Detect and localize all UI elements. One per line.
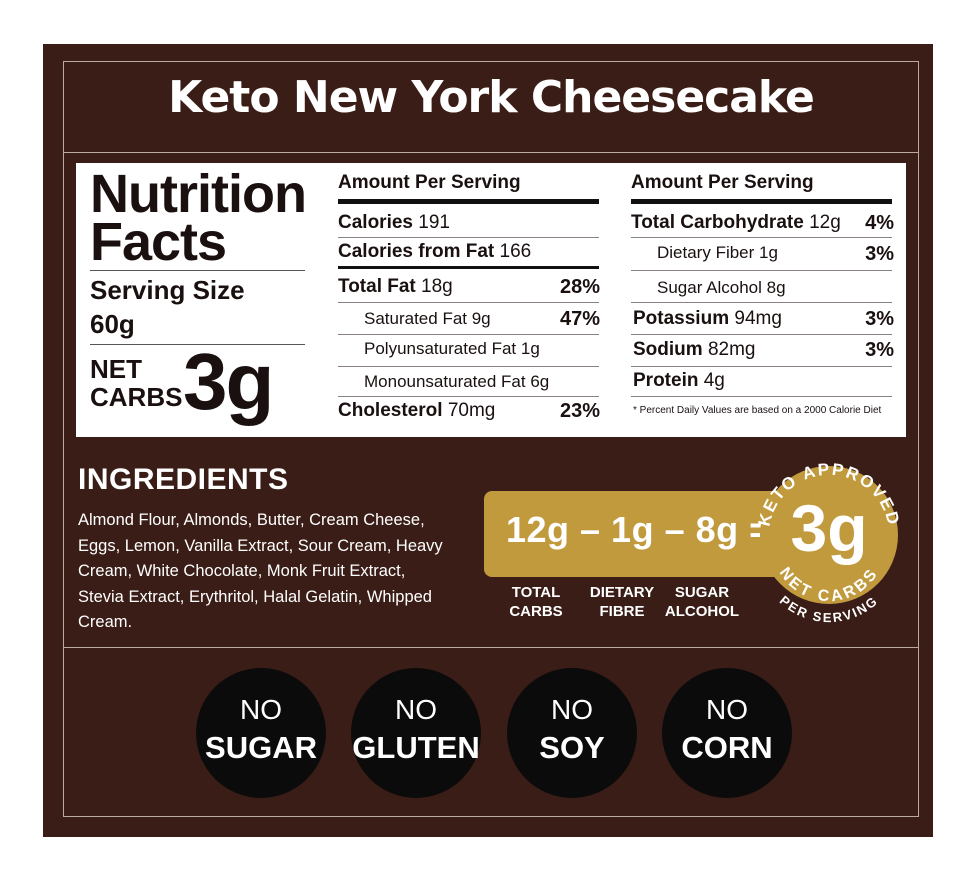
- sodium-pct: 3%: [865, 339, 894, 361]
- total-carbohydrate-row: Total Carbohydrate 12g: [631, 212, 841, 233]
- total-fat-pct: 28%: [559, 276, 600, 298]
- col2-header: Amount Per Serving: [631, 172, 814, 193]
- carb-equation-bar: [484, 491, 784, 577]
- total-carbohydrate-pct: 4%: [865, 212, 894, 234]
- label-frame: [63, 61, 919, 817]
- no-gluten-badge: NO GLUTEN: [351, 668, 481, 798]
- cholesterol-row: Cholesterol 70mg: [338, 400, 496, 421]
- carb-equation: 12g – 1g – 8g =: [506, 509, 771, 550]
- dietary-fiber-pct: 3%: [865, 243, 894, 265]
- total-fat-row: Total Fat 18g: [338, 276, 453, 297]
- saturated-fat-row: Saturated Fat 9g: [364, 309, 491, 328]
- keto-approved-badge: [760, 466, 898, 604]
- no-sugar-badge: NO SUGAR: [196, 668, 326, 798]
- title-divider: [63, 152, 919, 153]
- daily-value-footnote: * Percent Daily Values are based on a 20…: [633, 405, 882, 416]
- dietary-fiber-row: Dietary Fiber 1g: [657, 243, 778, 262]
- product-title: Keto New York Cheesecake: [168, 72, 815, 123]
- net-carbs-value: 3g: [183, 337, 274, 426]
- ingredients-text: Almond Flour, Almonds, Butter, Cream Che…: [78, 511, 443, 631]
- calories-row: Calories 191: [338, 212, 450, 233]
- total-carbs-label: TOTAL CARBS: [509, 584, 563, 620]
- serving-size-label: Serving Size: [90, 275, 245, 305]
- sugar-alcohol-label: SUGAR ALCOHOL: [664, 584, 740, 620]
- potassium-pct: 3%: [865, 308, 894, 330]
- badge-ring-text: KETO APPROVED NET CARBS PER SERVING: [755, 460, 902, 625]
- no-corn-badge: NO CORN: [662, 668, 792, 798]
- sodium-row: Sodium 82mg: [633, 339, 756, 360]
- serving-size-value: 60g: [90, 309, 135, 339]
- nutrition-facts-heading: Nutrition Facts: [90, 164, 307, 272]
- nutrition-panel: [76, 163, 906, 437]
- badge-net-carbs-value: 3g: [790, 491, 868, 565]
- sugar-alcohol-row: Sugar Alcohol 8g: [657, 278, 786, 297]
- potassium-row: Potassium 94mg: [633, 308, 782, 329]
- ingredients-heading: INGREDIENTS: [78, 463, 289, 496]
- net-carbs-label: NET CARBS: [90, 354, 183, 412]
- col1-header: Amount Per Serving: [338, 172, 521, 193]
- bottom-divider: [63, 647, 919, 648]
- cholesterol-pct: 23%: [559, 400, 600, 422]
- polyunsaturated-fat-row: Polyunsaturated Fat 1g: [364, 339, 540, 358]
- protein-row: Protein 4g: [633, 370, 725, 391]
- saturated-fat-pct: 47%: [559, 308, 600, 330]
- no-soy-badge: NO SOY: [507, 668, 637, 798]
- monounsaturated-fat-row: Monounsaturated Fat 6g: [364, 372, 550, 391]
- dietary-fibre-label: DIETARY FIBRE: [589, 584, 655, 620]
- calories-from-fat-row: Calories from Fat 166: [338, 241, 532, 262]
